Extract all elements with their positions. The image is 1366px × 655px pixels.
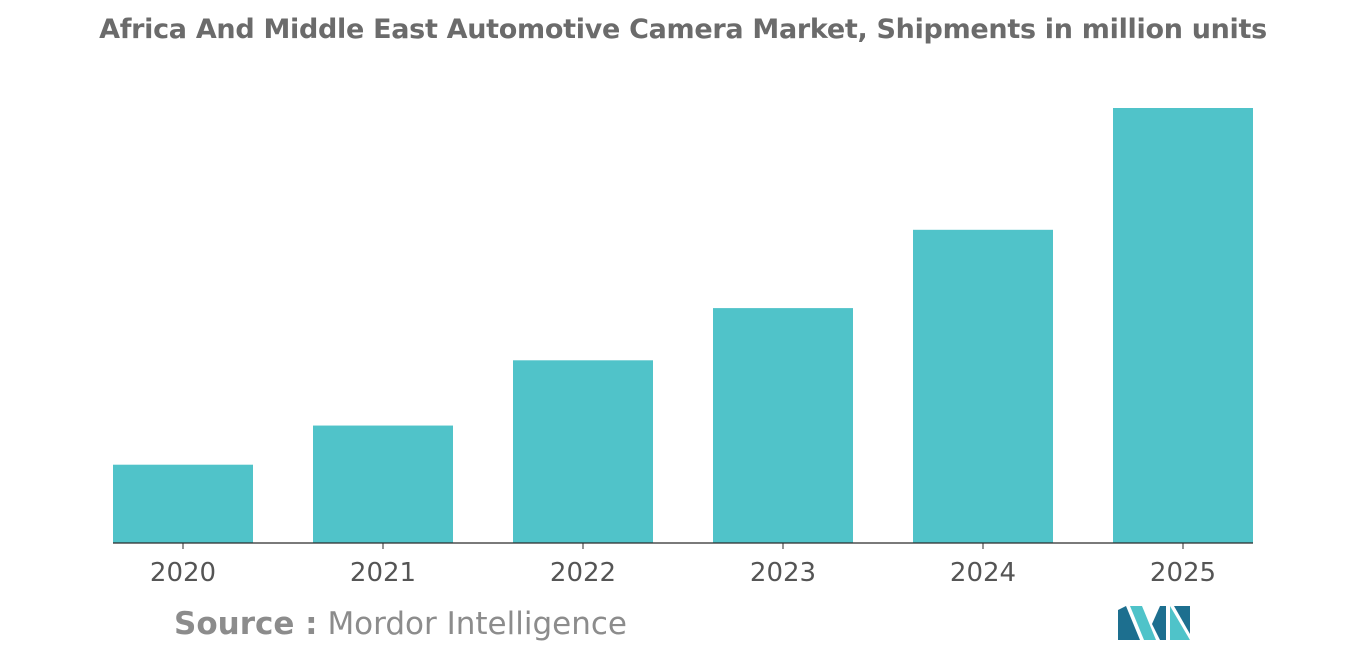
logo-shape-mid xyxy=(1130,606,1156,640)
x-tick-label-2020: 2020 xyxy=(150,558,216,588)
logo-shape-right-top xyxy=(1174,606,1190,634)
mordor-intelligence-logo-icon xyxy=(1118,606,1190,640)
x-tick-label-2021: 2021 xyxy=(350,558,416,588)
bar-2025 xyxy=(1113,108,1253,543)
source-label: Source : xyxy=(174,606,318,642)
x-tick-label-2022: 2022 xyxy=(550,558,616,588)
bar-2021 xyxy=(313,425,453,543)
chart-title: Africa And Middle East Automotive Camera… xyxy=(99,14,1267,45)
x-tick-group: 2020 2021 2022 2023 2024 2025 xyxy=(150,543,1216,588)
source-note: Source : Mordor Intelligence xyxy=(174,606,627,642)
bar-chart: 2020 2021 2022 2023 2024 2025 xyxy=(113,108,1253,588)
bar-2020 xyxy=(113,464,253,543)
x-tick-label-2023: 2023 xyxy=(750,558,816,588)
bar-2024 xyxy=(913,229,1053,544)
bar-group xyxy=(113,108,1253,544)
logo-shape-right xyxy=(1170,606,1190,640)
bar-2022 xyxy=(513,360,653,543)
bar-2023 xyxy=(713,308,853,543)
logo-shape-mid-right xyxy=(1152,606,1166,640)
x-tick-label-2025: 2025 xyxy=(1150,558,1216,588)
x-tick-label-2024: 2024 xyxy=(950,558,1016,588)
logo-shape-left xyxy=(1118,606,1140,640)
source-name: Mordor Intelligence xyxy=(327,606,627,642)
